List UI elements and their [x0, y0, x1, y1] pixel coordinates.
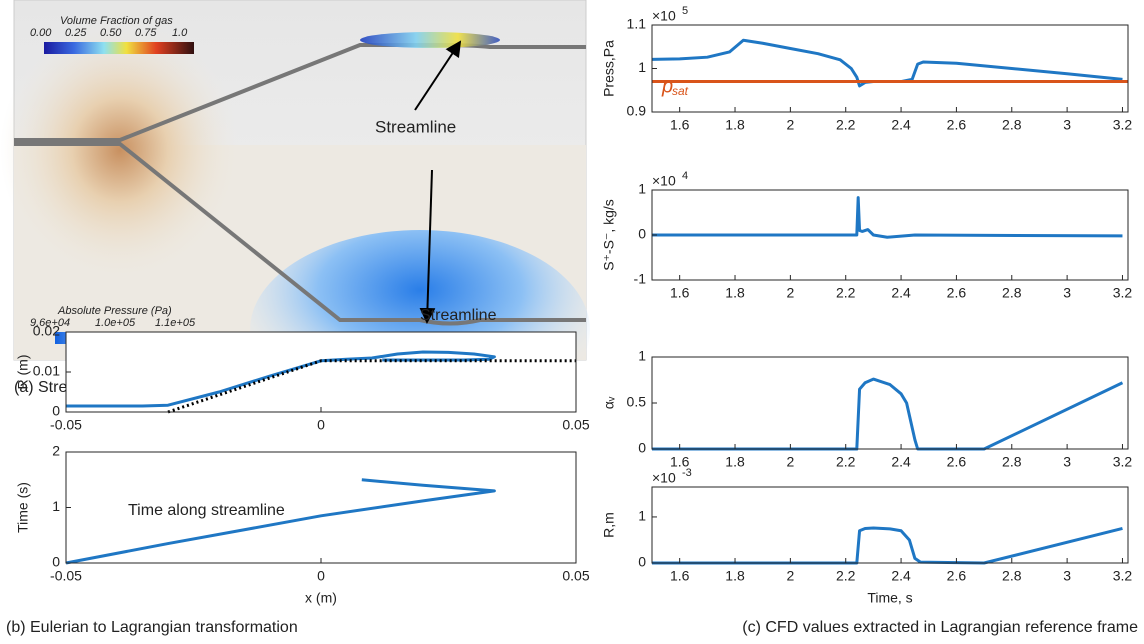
x-tick-label: 2.6 — [947, 285, 967, 301]
x-tick-label: 2.4 — [891, 117, 911, 133]
x-tick-label: 2.6 — [947, 454, 967, 470]
y-axis-label: R,m — [601, 512, 617, 538]
x-tick-label: -0.05 — [50, 568, 82, 584]
y-tick-label: 0 — [52, 403, 60, 419]
x-tick-label: 2.4 — [891, 568, 911, 584]
x-tick-label: 3.2 — [1113, 454, 1133, 470]
y-tick-label: 1 — [638, 59, 646, 75]
x-tick-label: 1.6 — [670, 285, 690, 301]
y-tick-label: 1 — [638, 348, 646, 364]
y-axis-label: R (m) — [15, 355, 31, 390]
x-axis-label: x (m) — [305, 590, 337, 606]
y-tick-label: 1.1 — [627, 16, 647, 32]
y-exponent: 5 — [682, 5, 688, 17]
x-tick-label: 1.8 — [725, 285, 745, 301]
y-tick-label: 0 — [638, 440, 646, 456]
colorbar-tick: 1.1e+05 — [155, 317, 196, 329]
y-tick-label: 2 — [52, 443, 60, 459]
y-tick-label: 0 — [638, 226, 646, 242]
y-axis-label: Press,Pa — [601, 40, 617, 97]
x-tick-label: 2.4 — [891, 454, 911, 470]
annotation: sat — [672, 84, 689, 98]
caption: (b) Eulerian to Lagrangian transformatio… — [6, 619, 298, 636]
x-tick-label: 1.6 — [670, 568, 690, 584]
colorbar-tick: 0.25 — [65, 27, 87, 39]
annotation: Streamline — [420, 307, 497, 324]
x-tick-label: 3 — [1063, 117, 1071, 133]
y-tick-label: 0 — [52, 554, 60, 570]
colorbar-tick: 0.00 — [30, 27, 52, 39]
plot-area — [652, 25, 1128, 112]
y-tick-label: 1 — [638, 181, 646, 197]
x-tick-label: 1.8 — [725, 117, 745, 133]
plot-area — [652, 487, 1128, 563]
x-tick-label: 2.8 — [1002, 454, 1022, 470]
colorbar-tick: 0.50 — [100, 27, 122, 39]
annotation: Time along streamline — [128, 502, 285, 519]
x-tick-label: 2.8 — [1002, 568, 1022, 584]
y-tick-label: 0.5 — [627, 394, 647, 410]
x-tick-label: 2.2 — [836, 568, 856, 584]
colorbar-tick: 0.75 — [135, 27, 157, 39]
y-exponent: -3 — [682, 467, 692, 479]
colorbar-title: Volume Fraction of gas — [60, 15, 173, 27]
y-exponent: 4 — [682, 170, 688, 182]
x-tick-label: 1.6 — [670, 117, 690, 133]
figure: Volume Fraction of gas 0.00 0.25 0.50 0.… — [0, 0, 1144, 644]
x-tick-label: 0.05 — [562, 568, 589, 584]
x-tick-label: 2 — [786, 454, 794, 470]
x-tick-label: -0.05 — [50, 417, 82, 433]
x-tick-label: 0.05 — [562, 417, 589, 433]
y-multiplier: ×10 — [652, 8, 676, 24]
y-axis-label: S⁺-S⁻, kg/s — [601, 199, 617, 271]
y-multiplier: ×10 — [652, 173, 676, 189]
x-tick-label: 3.2 — [1113, 285, 1133, 301]
plot-area — [66, 332, 576, 412]
x-tick-label: 2.4 — [891, 285, 911, 301]
y-tick-label: 1 — [52, 498, 60, 514]
x-tick-label: 2.6 — [947, 117, 967, 133]
x-tick-label: 2 — [786, 285, 794, 301]
x-tick-label: 2.2 — [836, 117, 856, 133]
x-axis-label: Time, s — [867, 590, 912, 606]
x-tick-label: 2 — [786, 117, 794, 133]
plot-area — [652, 357, 1128, 449]
y-tick-label: 0 — [638, 554, 646, 570]
caption: (c) CFD values extracted in Lagrangian r… — [742, 619, 1138, 636]
x-tick-label: 0 — [317, 568, 325, 584]
x-tick-label: 2.8 — [1002, 285, 1022, 301]
x-tick-label: 1.8 — [725, 568, 745, 584]
y-tick-label: 0.01 — [33, 363, 60, 379]
colorbar-tick: 1.0e+05 — [95, 317, 136, 329]
x-tick-label: 2.2 — [836, 454, 856, 470]
annotation: Streamline — [375, 117, 456, 136]
x-tick-label: 3.2 — [1113, 568, 1133, 584]
x-tick-label: 2.6 — [947, 568, 967, 584]
y-tick-label: 0.02 — [33, 323, 60, 339]
y-multiplier: ×10 — [652, 470, 676, 486]
x-tick-label: 3 — [1063, 285, 1071, 301]
x-tick-label: 2 — [786, 568, 794, 584]
y-tick-label: 0.9 — [627, 103, 647, 119]
colorbar-tick: 1.0 — [172, 27, 188, 39]
y-tick-label: 1 — [638, 508, 646, 524]
x-tick-label: 2.2 — [836, 285, 856, 301]
x-tick-label: 1.8 — [725, 454, 745, 470]
x-tick-label: 0 — [317, 417, 325, 433]
y-tick-label: -1 — [634, 271, 647, 287]
colorbar-title: Absolute Pressure (Pa) — [57, 305, 172, 317]
x-tick-label: 3 — [1063, 568, 1071, 584]
x-tick-label: 2.8 — [1002, 117, 1022, 133]
y-axis-label: Time (s) — [15, 482, 31, 533]
y-axis-label: αᵥ — [601, 396, 617, 409]
x-tick-label: 3 — [1063, 454, 1071, 470]
x-tick-label: 3.2 — [1113, 117, 1133, 133]
